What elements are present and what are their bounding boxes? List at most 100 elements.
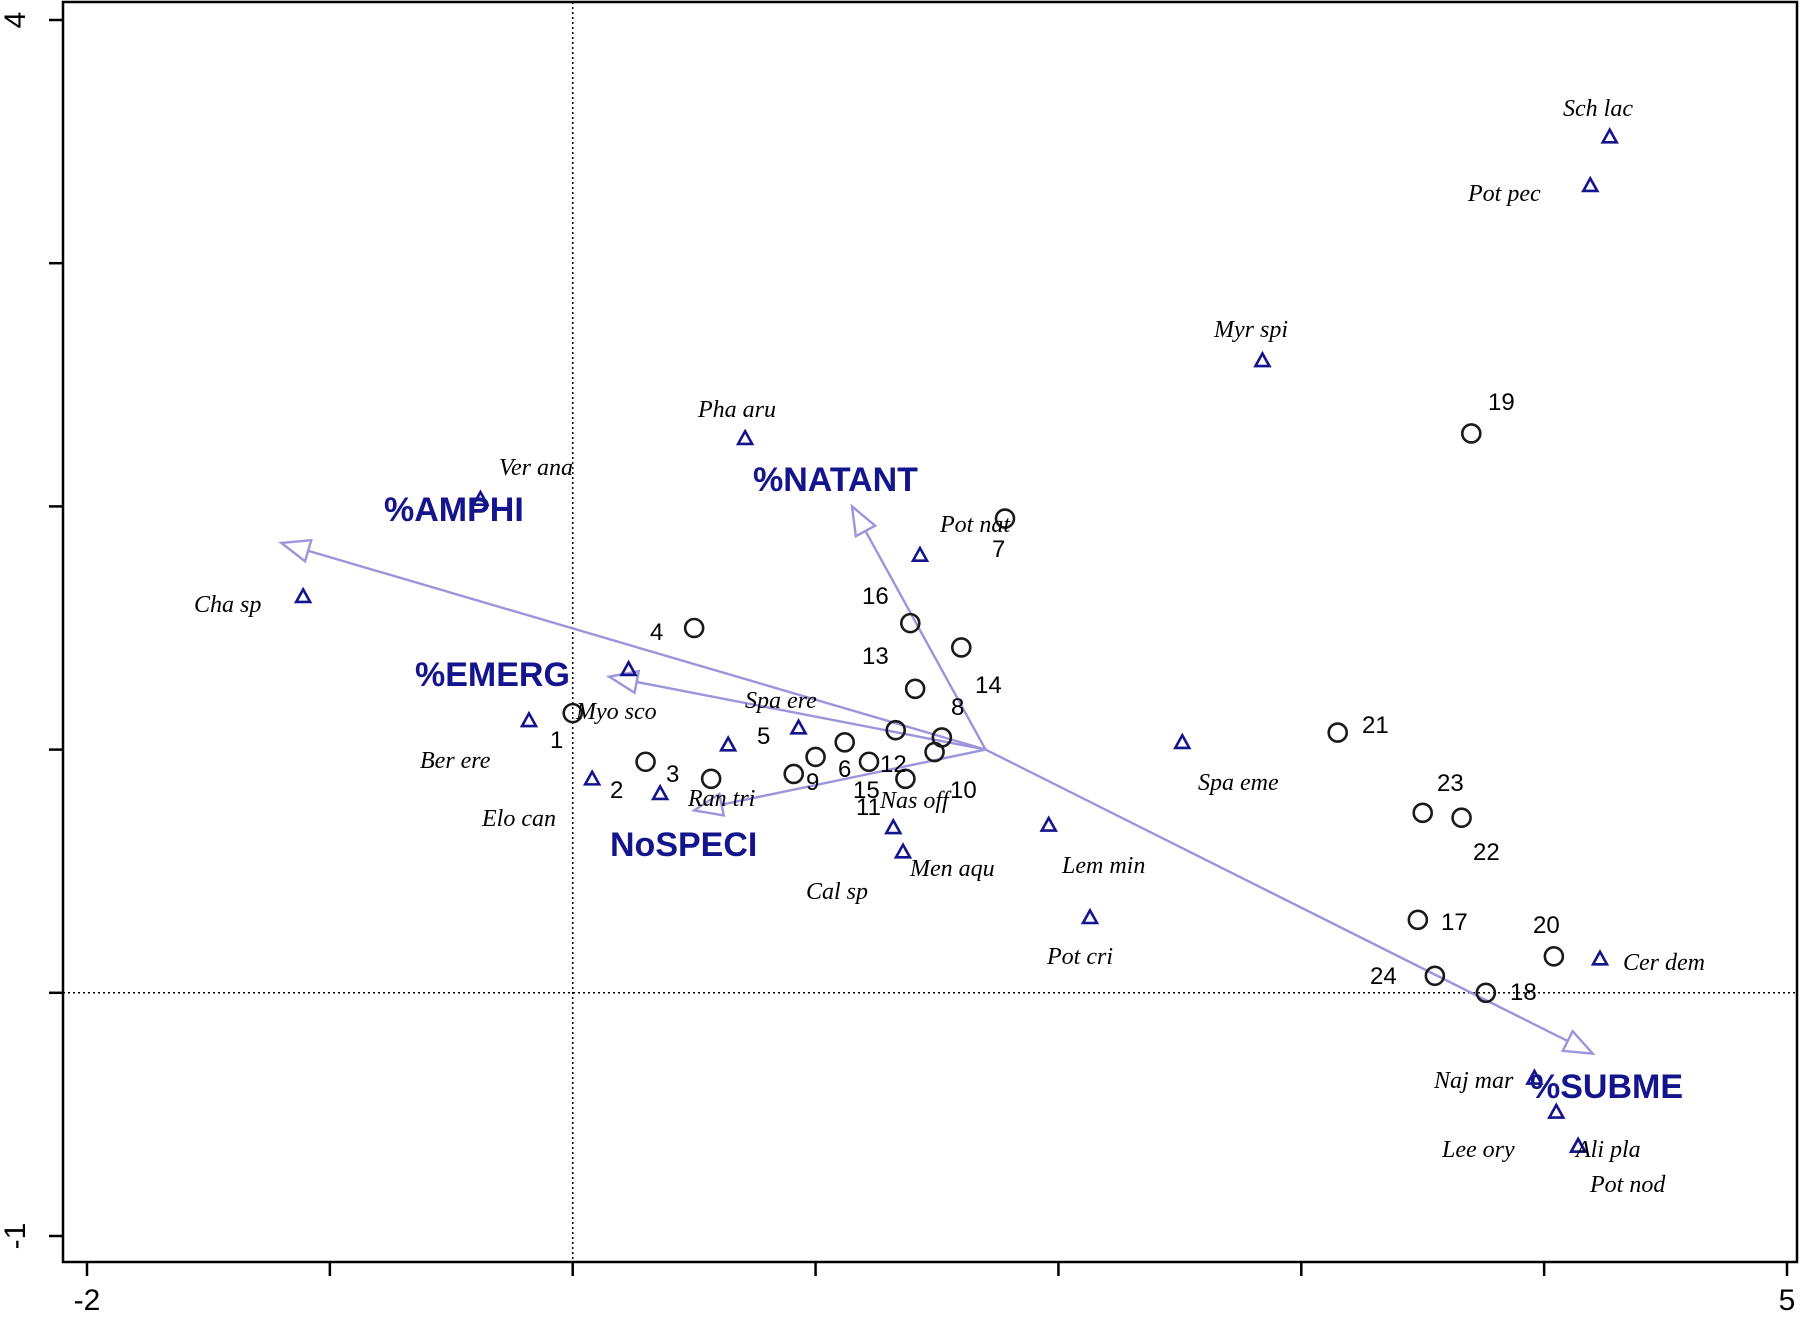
site-point: [858, 751, 880, 773]
species-point: [910, 545, 930, 562]
species-point: [735, 428, 755, 446]
species-point: [1547, 1102, 1566, 1119]
y-tick-label: -1: [0, 1223, 32, 1250]
site-label: 18: [1510, 979, 1537, 1006]
site-label: 1: [550, 727, 563, 754]
env-vector-label: %AMPHI: [384, 491, 524, 529]
env-vector-arrow: [605, 669, 986, 751]
site-label: 7: [992, 536, 1005, 563]
site-point: [931, 727, 953, 748]
site-point: [1475, 982, 1497, 1004]
species-point: [1253, 350, 1272, 368]
species-label: Cal sp: [806, 879, 868, 905]
site-label: 11: [856, 794, 881, 821]
species-point: [1080, 907, 1100, 925]
species-point: [884, 817, 903, 835]
site-point: [1460, 423, 1482, 444]
site-point: [899, 612, 921, 634]
env-vector-label: NoSPECI: [610, 826, 757, 864]
site-point: [1424, 965, 1446, 987]
y-tick-label: 4: [0, 12, 32, 29]
species-point: [789, 718, 808, 735]
species-label: Myo sco: [575, 699, 657, 725]
species-label: Pot pec: [1467, 181, 1541, 207]
site-label: 22: [1473, 839, 1500, 866]
species-point: [893, 842, 913, 859]
site-label: 20: [1533, 912, 1560, 939]
species-label: Elo can: [481, 806, 556, 832]
site-point: [562, 702, 584, 724]
species-label: Pot nat: [939, 512, 1011, 538]
species-point: [1581, 175, 1600, 193]
site-label: 19: [1488, 389, 1515, 416]
species-label: Pot nod: [1589, 1172, 1666, 1198]
site-label: 3: [666, 761, 679, 788]
site-label: 24: [1370, 963, 1397, 990]
species-point: [519, 710, 539, 728]
species-label: Ran tri: [687, 786, 755, 812]
species-label: Lee ory: [1441, 1137, 1515, 1163]
species-point: [1039, 815, 1058, 832]
species-label: Naj mar: [1433, 1068, 1514, 1094]
site-point: [1412, 802, 1434, 824]
species-point: [1173, 732, 1192, 750]
species-label: Men aqu: [909, 856, 995, 882]
species-label: Ali pla: [1574, 1137, 1641, 1163]
species-point: [718, 735, 738, 752]
species-label: Spa eme: [1198, 770, 1279, 796]
x-tick-label: 5: [1779, 1284, 1796, 1317]
site-label: 21: [1362, 712, 1389, 739]
species-label: Ver ana: [499, 455, 573, 481]
plot-frame: [61, 0, 1799, 1264]
site-label: 8: [951, 694, 964, 721]
species-point: [1525, 1068, 1544, 1085]
species-point: [471, 489, 490, 507]
site-label: 5: [757, 723, 770, 750]
axis-ticks: -2 5 -1 4: [0, 12, 1795, 1317]
species-label: Myr spi: [1213, 317, 1288, 343]
species-point: [293, 586, 313, 604]
species-point: [1568, 1136, 1588, 1153]
site-label: 13: [862, 643, 889, 670]
env-vector-label: %EMERG: [415, 656, 570, 694]
reference-lines: [63, 2, 1797, 1262]
species-label: Pha aru: [697, 397, 776, 423]
site-point: [895, 768, 916, 790]
site-point: [683, 617, 705, 639]
env-vector-arrow: [985, 748, 1596, 1056]
site-label: 2: [610, 777, 623, 804]
site-label: 23: [1437, 770, 1464, 797]
site-point: [1407, 909, 1429, 931]
species-label: Ber ere: [420, 748, 491, 774]
species-label: Spa ere: [745, 688, 817, 714]
site-point: [994, 508, 1016, 529]
site-label: 10: [950, 777, 977, 804]
site-points: [562, 423, 1565, 1004]
site-label: 16: [862, 583, 889, 610]
site-point: [635, 751, 656, 773]
species-label: Cer dem: [1623, 950, 1705, 976]
site-label: 9: [806, 769, 819, 796]
species-point: [582, 769, 602, 786]
site-point: [904, 678, 926, 700]
species-point: [650, 783, 670, 801]
site-point: [783, 763, 805, 785]
env-vector-label: %SUBME: [1530, 1068, 1683, 1106]
site-point: [950, 637, 972, 658]
species-label: Pot cri: [1046, 944, 1113, 970]
env-vector-arrow: [278, 538, 986, 751]
site-label: 14: [975, 672, 1002, 699]
site-label: 12: [880, 751, 907, 778]
plot-border: [61, 0, 1799, 1264]
species-label: Nas off: [879, 788, 952, 814]
site-point: [700, 768, 722, 790]
species-point: [1600, 127, 1619, 144]
site-point: [1543, 946, 1565, 967]
species-label: Cha sp: [194, 592, 261, 618]
species-points: [293, 127, 1619, 1153]
x-tick-label: -2: [74, 1284, 101, 1317]
site-point: [885, 719, 907, 741]
env-vector-label: %NATANT: [753, 461, 918, 499]
species-point: [1590, 949, 1610, 966]
